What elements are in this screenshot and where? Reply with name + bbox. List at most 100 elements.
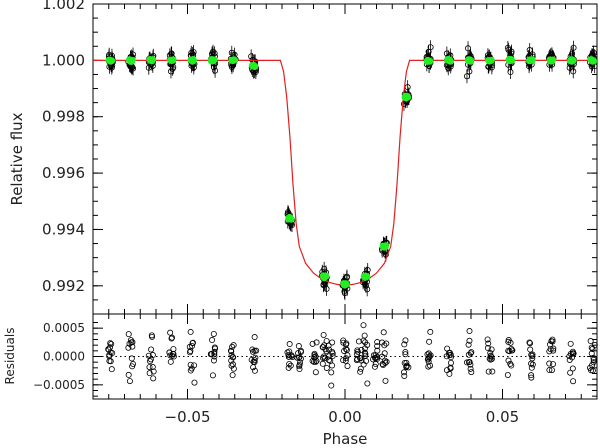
residual-point xyxy=(209,337,216,344)
residual-point xyxy=(343,347,350,354)
y-axis-title-flux: Relative flux xyxy=(8,112,26,205)
residual-point xyxy=(447,359,454,366)
flux-point xyxy=(507,69,514,76)
flux-y-tick-label: 0.994 xyxy=(42,220,85,238)
residual-point xyxy=(230,342,237,349)
residual-point xyxy=(313,339,320,346)
x-tick-label: 0.05 xyxy=(486,408,519,426)
flux-point xyxy=(364,286,371,293)
residual-point xyxy=(486,355,493,362)
residual-point xyxy=(569,354,576,361)
residual-point xyxy=(209,372,216,379)
residual-point xyxy=(487,352,494,359)
flux-point xyxy=(168,50,175,57)
binned-flux-points xyxy=(105,55,598,289)
residual-point xyxy=(468,369,475,376)
residual-point xyxy=(128,355,135,362)
residual-point xyxy=(309,340,316,347)
flux-point xyxy=(382,251,389,258)
residual-point xyxy=(251,367,258,374)
binned-point xyxy=(108,57,116,65)
x-tick-label: −0.05 xyxy=(165,408,211,426)
flux-y-tick-label: 0.992 xyxy=(42,277,85,295)
flux-point xyxy=(443,50,450,57)
residual-point xyxy=(319,354,326,361)
residual-point xyxy=(297,348,304,355)
binned-point xyxy=(251,63,259,70)
residual-point xyxy=(361,349,368,356)
residual-point xyxy=(589,345,596,352)
residual-point xyxy=(296,366,303,373)
flux-point xyxy=(400,101,407,108)
residual-point xyxy=(443,367,450,374)
x-tick-label: 0.00 xyxy=(328,408,361,426)
residual-point xyxy=(285,364,292,371)
residual-point xyxy=(229,361,236,368)
binned-point xyxy=(128,56,136,64)
binned-point xyxy=(190,57,198,65)
residual-point xyxy=(546,367,553,374)
residual-point xyxy=(129,363,136,370)
residual-point xyxy=(125,371,132,378)
binned-point xyxy=(169,56,177,64)
residual-point xyxy=(402,337,409,344)
residual-point xyxy=(382,377,389,384)
residual-point xyxy=(208,351,215,358)
residual-point xyxy=(167,329,174,336)
residual-point xyxy=(401,341,408,348)
residual-point xyxy=(126,340,133,347)
residual-point xyxy=(567,369,574,376)
residual-point xyxy=(590,356,597,363)
residual-point xyxy=(548,367,555,374)
residual-point xyxy=(319,360,326,367)
residual-point xyxy=(402,349,409,356)
residual-point xyxy=(329,350,336,357)
residual-point xyxy=(380,362,387,369)
residual-point xyxy=(125,331,132,338)
residual-point xyxy=(528,360,535,367)
residual-point xyxy=(401,369,408,376)
residual-point xyxy=(446,370,453,377)
residual-point xyxy=(505,337,512,344)
residual-point xyxy=(251,347,258,354)
residual-point xyxy=(567,340,574,347)
residual-point xyxy=(168,334,175,341)
binned-point xyxy=(322,272,330,280)
residual-point xyxy=(342,357,349,364)
residual-point xyxy=(166,349,173,356)
binned-point xyxy=(404,93,412,101)
y-axis-title-residuals: Residuals xyxy=(3,328,17,385)
flux-point xyxy=(504,44,511,51)
residual-point xyxy=(328,369,335,376)
residual-point xyxy=(340,337,347,344)
residual-point xyxy=(526,339,533,346)
residual-point xyxy=(340,357,347,364)
transit-model-group xyxy=(93,59,597,286)
binned-point xyxy=(210,56,218,64)
residual-point xyxy=(287,362,294,369)
residual-point xyxy=(380,329,387,336)
flux-y-ticks: 0.992 0.994 0.996 0.998 1.000 1.002 xyxy=(42,0,597,301)
flux-point xyxy=(130,65,137,72)
residual-point xyxy=(528,374,535,381)
residual-point xyxy=(296,361,303,368)
residual-point xyxy=(252,354,259,361)
residual-point xyxy=(320,331,327,338)
residual-point xyxy=(362,339,369,346)
residual-point xyxy=(467,350,474,357)
residual-point xyxy=(489,368,496,375)
flux-x-ticks xyxy=(108,4,582,314)
binned-point xyxy=(590,57,598,65)
residual-point xyxy=(228,362,235,369)
residual-point xyxy=(378,339,385,346)
residual-point xyxy=(229,354,236,361)
residuals-y-tick-label: −0.0005 xyxy=(33,378,85,392)
residual-point xyxy=(167,358,174,365)
residual-point xyxy=(527,340,534,347)
residual-point xyxy=(383,358,390,365)
residuals-y-tick-label: 0.0000 xyxy=(43,350,85,364)
residual-point xyxy=(212,345,219,352)
residual-point xyxy=(309,358,316,365)
flux-point xyxy=(466,68,473,75)
